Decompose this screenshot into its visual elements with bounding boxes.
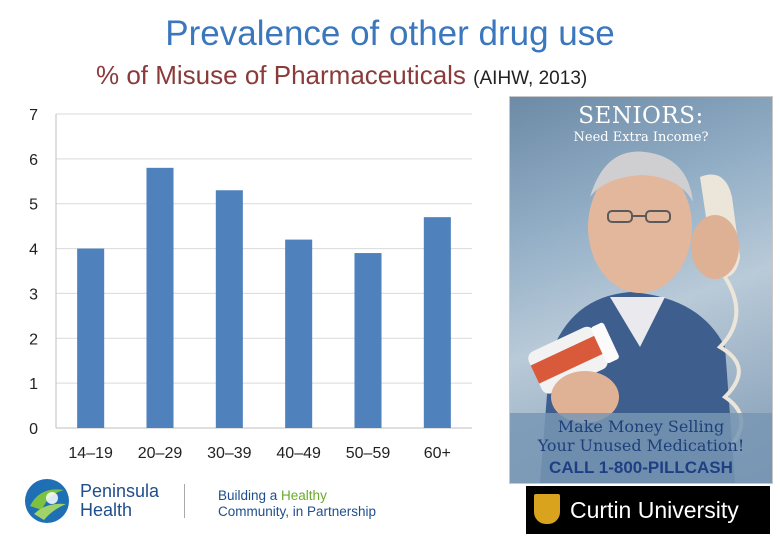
tagline-highlight: Healthy: [281, 488, 327, 503]
peninsula-health-logo: Peninsula Health Building a Healthy Comm…: [22, 474, 402, 530]
y-tick-label: 2: [29, 331, 38, 348]
peninsula-tagline: Building a Healthy Community, in Partner…: [218, 488, 376, 520]
bar-30–39: [215, 190, 243, 428]
ad-line-2: Your Unused Medication!: [537, 436, 745, 455]
ad-subheadline: Need Extra Income?: [573, 130, 709, 145]
bar-14–19: [77, 248, 105, 428]
y-tick-label: 1: [29, 376, 38, 393]
bar-60+: [423, 217, 451, 428]
x-tick-label: 50–59: [346, 445, 391, 462]
slide-title: Prevalence of other drug use: [165, 14, 615, 53]
bar-chart: 0 1 2 3 4 5 6 7 14–19 20–29 30–39 40–49 50–59 60+: [29, 107, 472, 462]
peninsula-health-wordmark: Peninsula Health: [80, 482, 159, 520]
curtin-wordmark: Curtin University: [570, 497, 739, 523]
x-tick-label: 60+: [424, 445, 451, 462]
peninsula-health-swirl-icon: [25, 479, 69, 523]
x-tick-label: 20–29: [138, 445, 183, 462]
tagline-part-2: Community, in Partnership: [218, 504, 377, 519]
curtin-crest-icon: [534, 494, 560, 524]
advertisement-image: SENIORS: Need Extra Income? Make Money S…: [509, 96, 773, 484]
bar-20–29: [146, 167, 174, 428]
source-citation: (AIHW, 2013): [473, 68, 588, 89]
x-tick-label: 40–49: [276, 445, 321, 462]
ad-caption-band: Make Money Selling Your Unused Medicatio…: [510, 413, 772, 483]
x-tick-label: 30–39: [207, 445, 252, 462]
tagline-part-1: Building a: [218, 488, 282, 503]
y-tick-label: 5: [29, 197, 38, 214]
logo-divider: [184, 484, 185, 518]
y-tick-label: 0: [29, 421, 38, 438]
x-tick-label: 14–19: [68, 445, 113, 462]
bar-40–49: [285, 239, 313, 428]
y-tick-label: 3: [29, 286, 38, 303]
bar-50–59: [354, 253, 382, 428]
slide-subtitle: % of Misuse of Pharmaceuticals (AIHW, 20…: [96, 60, 587, 91]
brand-line-1: Peninsula: [80, 481, 160, 501]
ad-call-to-action: CALL 1-800-PILLCASH: [549, 458, 733, 477]
brand-line-2: Health: [80, 500, 133, 520]
subtitle-text: % of Misuse of Pharmaceuticals: [96, 60, 466, 90]
y-tick-label: 6: [29, 152, 38, 169]
ad-line-1: Make Money Selling: [557, 417, 725, 436]
y-tick-label: 4: [29, 242, 38, 259]
curtin-university-logo: Curtin University: [526, 486, 770, 534]
ad-headline: SENIORS:: [578, 103, 704, 129]
y-tick-label: 7: [29, 107, 38, 124]
